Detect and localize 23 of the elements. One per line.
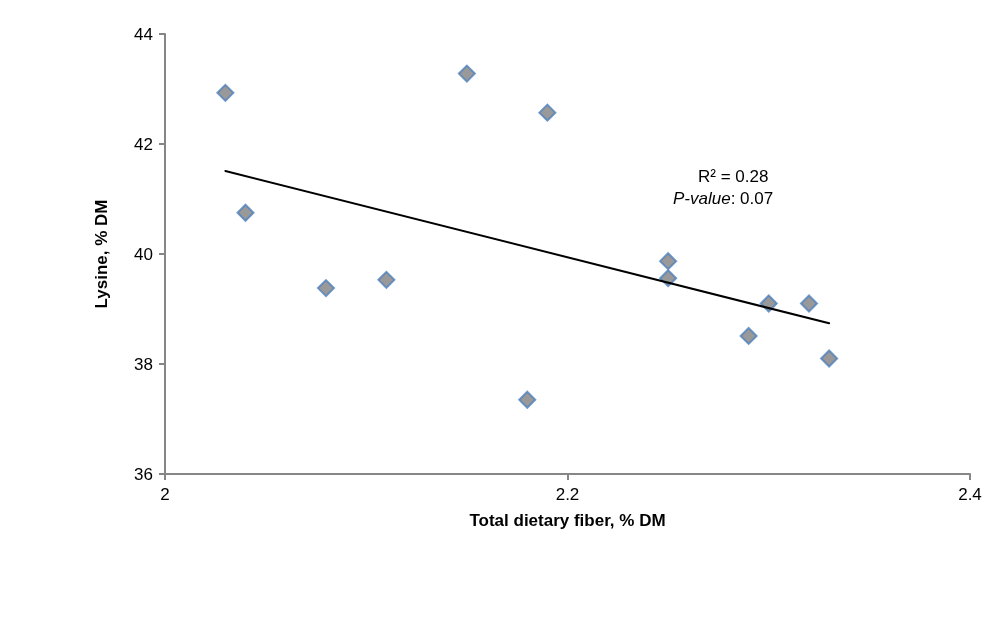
x-tick-label: 2 <box>160 485 170 504</box>
point <box>659 252 678 271</box>
y-tick-label: 42 <box>134 134 153 154</box>
point <box>457 64 476 83</box>
point <box>236 203 255 222</box>
point <box>317 279 335 298</box>
point <box>518 390 537 409</box>
y-tick-label: 44 <box>134 24 153 44</box>
point <box>820 349 839 368</box>
point <box>800 294 818 313</box>
x-tick-label: 2.2 <box>555 485 580 504</box>
y-tick-label: 38 <box>134 354 153 374</box>
point <box>739 326 758 345</box>
annotation: P-value: 0.07 <box>673 189 774 208</box>
x-tick-label: 2.4 <box>958 485 982 504</box>
point <box>538 103 557 122</box>
point <box>377 270 396 289</box>
annotation: R² = 0.28 <box>698 167 769 186</box>
point <box>216 83 235 102</box>
y-tick-label: 36 <box>134 464 153 484</box>
y-tick-label: 40 <box>134 244 153 264</box>
y-axis-title: Lysine, % DM <box>92 199 111 309</box>
x-axis-title: Total dietary fiber, % DM <box>469 511 666 530</box>
